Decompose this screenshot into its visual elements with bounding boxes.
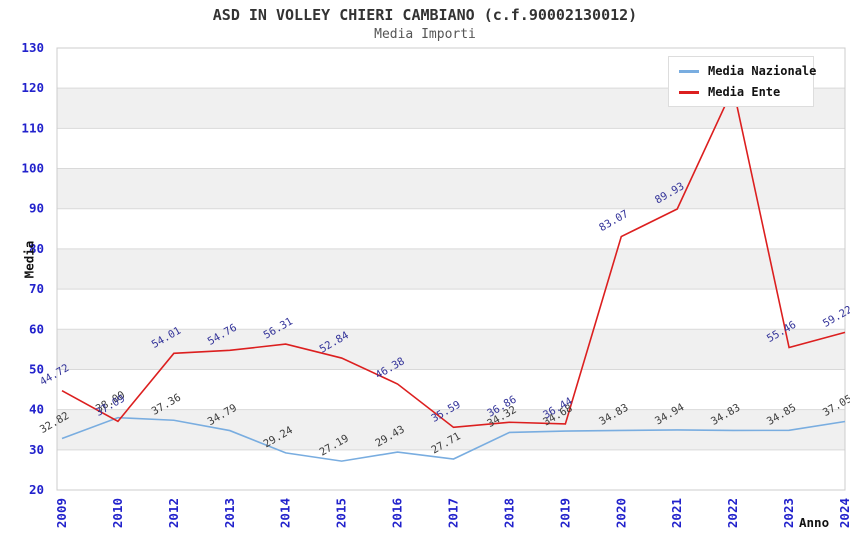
x-axis-title: Anno: [799, 515, 830, 530]
x-tick-label: 2013: [222, 498, 237, 528]
y-tick-label: 30: [29, 442, 44, 457]
chart-subtitle: Media Importi: [374, 27, 476, 42]
y-tick-label: 80: [29, 241, 44, 256]
plot-band: [57, 329, 845, 370]
legend-item-media-ente: Media Ente: [679, 85, 809, 99]
x-tick-label: 2021: [669, 498, 684, 528]
x-tick-label: 2009: [54, 498, 69, 528]
x-tick-label: 2018: [501, 498, 516, 528]
x-tick-label: 2024: [837, 498, 850, 528]
series-line-media-ente: [61, 85, 846, 429]
y-tick-label: 90: [29, 201, 44, 216]
y-tick-label: 130: [21, 40, 44, 55]
plot-band: [57, 449, 845, 490]
x-tick-label: 2012: [166, 498, 181, 528]
x-tick-label: 2015: [334, 498, 349, 528]
x-tick-label: 2010: [110, 498, 125, 528]
plot-band: [57, 168, 845, 209]
legend-item-media-nazionale: Media Nazionale: [679, 64, 816, 78]
plot-band: [57, 289, 845, 330]
x-tick-label: 2016: [390, 498, 405, 528]
y-tick-label: 40: [29, 402, 44, 417]
plot-band: [57, 369, 845, 410]
chart-title: ASD IN VOLLEY CHIERI CAMBIANO (c.f.90002…: [212, 6, 638, 24]
x-tick-label: 2017: [446, 498, 461, 528]
media-ente-line-swatch-icon: [679, 90, 699, 94]
media-nazionale-line-swatch-icon: [679, 69, 699, 73]
x-tick-label: 2014: [278, 498, 293, 528]
y-tick-label: 100: [21, 161, 44, 176]
legend: Media Nazionale Media Ente: [668, 56, 816, 107]
x-tick-label: 2023: [781, 498, 796, 528]
y-tick-label: 110: [21, 120, 44, 135]
plot-band: [57, 128, 845, 169]
y-tick-label: 50: [29, 361, 44, 376]
x-tick-label: 2020: [613, 498, 628, 528]
x-tick-label: 2019: [557, 498, 572, 528]
plot-border: [56, 47, 846, 491]
series-line-media-nazionale: [61, 416, 846, 462]
y-tick-label: 70: [29, 281, 44, 296]
legend-label-media-nazionale: Media Nazionale: [708, 64, 817, 78]
y-tick-label: 60: [29, 321, 44, 336]
plot-band: [57, 248, 845, 290]
y-tick-label: 20: [29, 482, 44, 497]
y-axis-title: Media: [21, 240, 37, 279]
x-tick-label: 2022: [725, 498, 740, 528]
plot-band: [57, 208, 845, 249]
legend-label-media-ente: Media Ente: [708, 85, 781, 99]
y-tick-label: 120: [21, 80, 44, 95]
